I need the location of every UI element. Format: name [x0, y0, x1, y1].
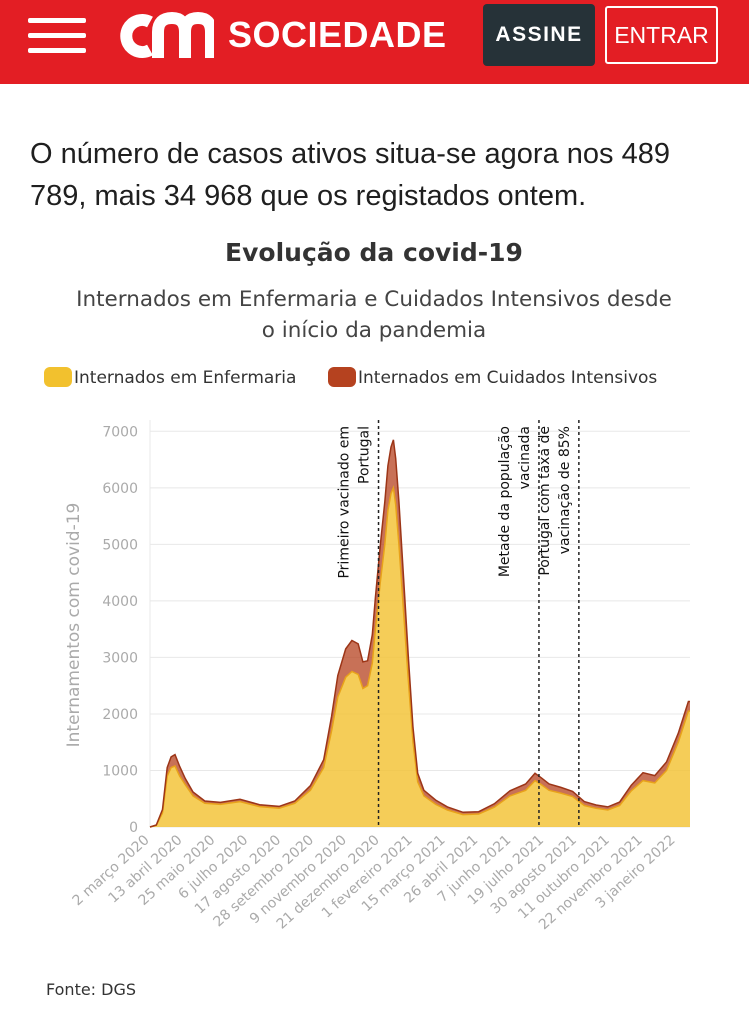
covid-hospitalizations-chart: Evolução da covid-19 Internados em Enfer… [44, 238, 690, 933]
menu-bar-line [28, 33, 86, 38]
annotation-label: Portugal [357, 426, 373, 484]
top-navigation-bar: SOCIEDADE ASSINE ENTRAR [0, 0, 749, 84]
section-title[interactable]: SOCIEDADE [228, 14, 447, 55]
chart-title: Evolução da covid-19 [225, 238, 523, 267]
annotation-label: vacinada [517, 426, 533, 489]
legend-swatch-ward [44, 367, 72, 387]
chart-subtitle-line: Internados em Enfermaria e Cuidados Inte… [76, 287, 672, 312]
hamburger-menu-icon[interactable] [28, 16, 88, 56]
legend-swatch-icu [328, 367, 356, 387]
ward-line [149, 484, 690, 828]
chart-subtitle-line: o início da pandemia [262, 318, 486, 343]
chart-legend: Internados em Enfermaria Internados em C… [44, 367, 657, 388]
y-tick-label: 3000 [102, 650, 138, 666]
y-tick-label: 6000 [102, 481, 138, 497]
legend-label-ward[interactable]: Internados em Enfermaria [74, 368, 296, 388]
y-axis-title: Internamentos com covid-19 [64, 503, 84, 748]
y-tick-label: 2000 [102, 707, 138, 723]
area-series [149, 439, 690, 828]
annotation-label: Portugal com taxa de [537, 426, 553, 576]
source-note: Fonte: DGS [46, 980, 137, 999]
y-tick-label: 4000 [102, 594, 138, 610]
gridlines [149, 420, 690, 828]
menu-bar-line [28, 48, 86, 53]
annotations: Primeiro vacinado em Portugal Metade da po… [337, 420, 580, 827]
icu-area [150, 439, 690, 827]
cm-logo[interactable] [110, 10, 214, 62]
annotation-label: Metade da população [497, 426, 513, 577]
menu-bar-line [28, 18, 86, 23]
legend-label-icu[interactable]: Internados em Cuidados Intensivos [358, 368, 657, 388]
ward-area [150, 487, 690, 827]
login-button[interactable]: ENTRAR [605, 6, 718, 64]
y-tick-label: 5000 [102, 537, 138, 553]
article-lead-text: O número de casos ativos situa-se agora … [30, 138, 670, 212]
subscribe-button[interactable]: ASSINE [483, 4, 595, 66]
y-axis-ticks: 0 1000 2000 3000 4000 5000 6000 7000 [102, 424, 138, 836]
y-tick-label: 0 [129, 820, 138, 836]
annotation-label: Primeiro vacinado em [337, 426, 353, 579]
y-tick-label: 1000 [102, 763, 138, 779]
y-tick-label: 7000 [102, 424, 138, 440]
annotation-label: vacinação de 85% [557, 426, 573, 554]
icu-line [149, 439, 690, 828]
